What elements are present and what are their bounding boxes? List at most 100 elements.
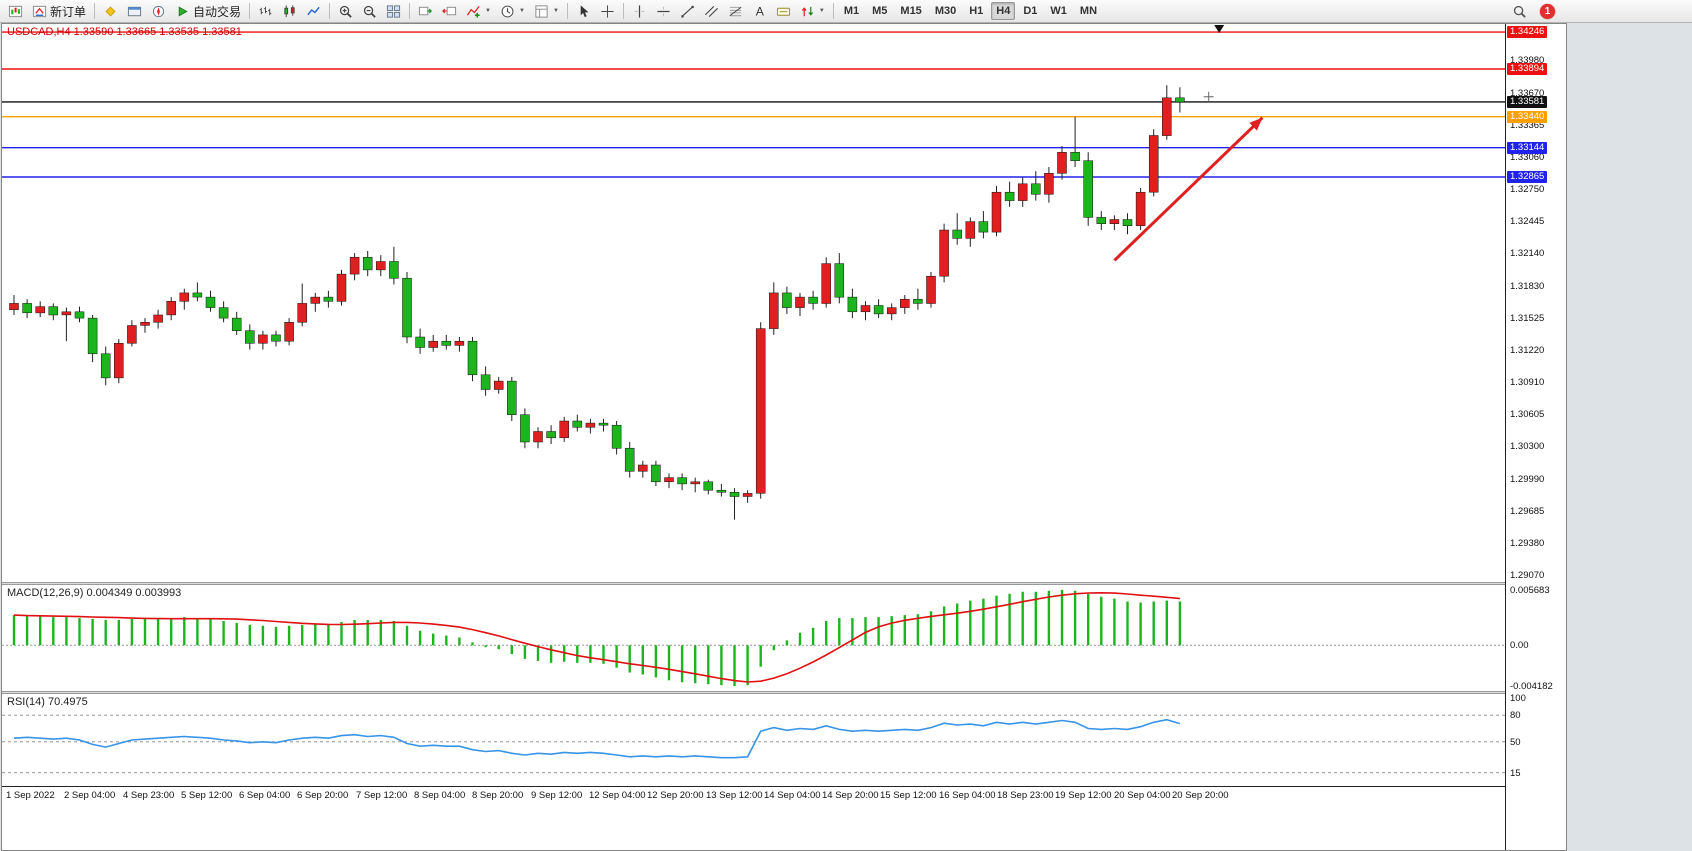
candle [808,296,818,304]
fibonacci-button[interactable] [724,1,747,21]
price-chart-pane[interactable]: USDCAD,H4 1.33590 1.33665 1.33535 1.3358… [2,24,1505,582]
candle [886,307,897,315]
timeframe-h4-button[interactable]: H4 [991,2,1016,20]
rsi-line [13,718,1181,759]
horizontal-line-button[interactable] [652,1,675,21]
price-axis-tick: 15 [1510,768,1521,779]
candle [349,257,360,275]
search-button[interactable] [1508,2,1531,22]
price-axis-tick: 1.32750 [1510,184,1545,195]
macd-histogram-bar [694,645,697,684]
tile-windows-button[interactable] [382,1,405,21]
arrows-icon [801,6,814,16]
price-axis[interactable]: 1.33980 1.33670 1.33365 1.33060 1.32750 1.324… [1506,24,1566,850]
macd-histogram-bar [1126,601,1129,646]
candlestick-mode-button[interactable] [278,1,301,21]
time-axis[interactable]: 1 Sep 2022 2 Sep 04:00 4 Sep 23:00 5 Sep 12… [2,786,1505,803]
horizontal-line-icon [657,6,670,16]
macd-histogram-bar [563,645,566,662]
time-axis-label: 1 Sep 2022 [6,790,55,801]
search-icon [1513,5,1526,18]
price-axis-tick: 1.33365 [1510,120,1545,131]
pane-divider-macd[interactable] [2,582,1505,585]
rsi-pane[interactable]: RSI(14) 70.4975 [2,694,1505,786]
timeframe-m5-button[interactable]: M5 [872,5,888,17]
macd-histogram-bar [301,624,304,646]
macd-histogram-bar [1034,591,1037,646]
time-axis-label: 18 Sep 23:00 [997,790,1054,801]
toolbar-right-group: 1 [1508,0,1555,23]
macd-histogram-bar [314,623,317,646]
macd-histogram-bar [484,645,487,648]
timeframe-d1-button[interactable]: D1 [1023,5,1038,17]
candle [952,229,962,239]
candle [74,311,85,319]
timeframe-mn-button[interactable]: MN [1079,5,1098,17]
periods-button[interactable]: ▼ [496,1,529,21]
terminal-button[interactable] [123,1,146,21]
macd-histogram-bar [104,620,107,646]
auto-scroll-button[interactable] [414,1,437,21]
cursor-button[interactable] [572,1,595,21]
zoom-out-button[interactable] [358,1,381,21]
macd-pane[interactable]: MACD(12,26,9) 0.004349 0.003993 [2,585,1505,691]
chart-shift-button[interactable] [438,1,461,21]
candle [428,340,438,348]
price-axis-tick: 0.00 [1510,640,1529,651]
line-chart-mode-button[interactable] [302,1,325,21]
notification-badge[interactable]: 1 [1540,4,1555,19]
timeframe-m15-button[interactable]: M15 [900,5,922,17]
candle [61,311,72,316]
price-axis-tick: 1.33060 [1510,152,1545,163]
timeframe-w1-button[interactable]: W1 [1050,5,1067,17]
macd-histogram-bar [903,615,906,646]
rsi-chart[interactable] [2,694,1505,786]
candlestick-chart[interactable] [2,24,1505,582]
arrows-button[interactable]: ▼ [796,1,829,21]
bar-chart-mode-button[interactable] [254,1,277,21]
time-axis-label: 2 Sep 04:00 [64,790,116,801]
macd-histogram-bar [340,622,343,646]
timeframe-m1-button[interactable]: M1 [843,5,860,17]
time-axis-label: 5 Sep 12:00 [181,790,233,801]
navigator-button[interactable] [147,1,170,21]
candle [769,292,779,329]
trendline-button[interactable] [676,1,699,21]
candle [1148,135,1159,193]
candle [454,340,465,346]
candle [716,489,727,493]
zoom-in-icon [339,5,352,18]
zoom-in-button[interactable] [334,1,357,21]
chart-shift-marker[interactable] [1214,25,1225,33]
macd-histogram-bar [405,625,409,646]
new-order-button[interactable]: 新订单 [28,1,90,21]
macd-chart[interactable] [2,585,1505,691]
new-order-label: 新订单 [50,4,87,19]
timeframe-h1-button[interactable]: H1 [969,5,984,17]
crosshair-button[interactable] [596,1,619,21]
candle [87,317,98,355]
equidistant-channel-button[interactable] [700,1,723,21]
candle [336,273,347,302]
metaeditor-button[interactable] [99,1,122,21]
pane-divider-rsi[interactable] [2,691,1505,694]
macd-histogram-bar [1008,593,1011,646]
macd-histogram-bar [929,611,933,646]
text-label-button[interactable] [772,1,795,21]
trend-arrow-annotation[interactable] [1113,116,1264,262]
candle [231,317,242,331]
macd-histogram-bar [589,645,592,663]
vertical-line-button[interactable] [628,1,651,21]
indicators-button[interactable]: ▼ [462,1,495,21]
candle [402,277,412,338]
candle [127,325,137,344]
price-axis-tick: 1.29990 [1510,474,1545,485]
timeframe-m30-button[interactable]: M30 [934,5,957,17]
new-chart-button[interactable] [4,1,27,21]
templates-button[interactable]: ▼ [530,1,563,21]
auto-trading-button[interactable]: 自动交易 [171,1,245,21]
line-chart-mode-icon [307,6,320,15]
macd-histogram-bar [1087,593,1090,646]
candle [624,447,635,472]
text-button[interactable]: A [748,1,771,21]
